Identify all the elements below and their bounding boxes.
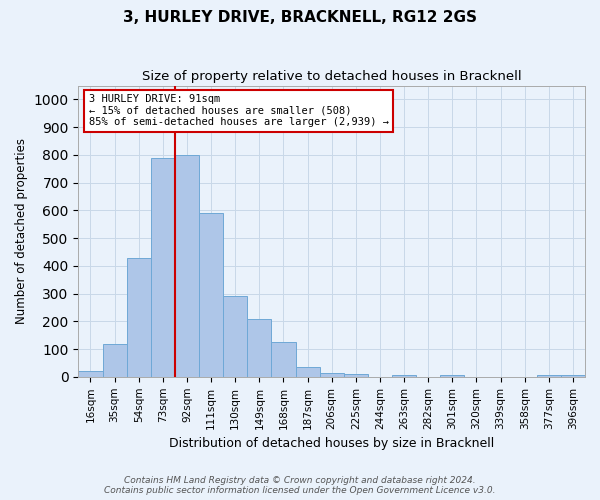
Bar: [103, 344, 127, 377]
Bar: [199, 213, 223, 377]
Bar: [392, 374, 416, 377]
Bar: [79, 372, 103, 377]
Bar: [175, 155, 199, 377]
Bar: [223, 296, 247, 377]
Bar: [537, 374, 561, 377]
Text: Contains HM Land Registry data © Crown copyright and database right 2024.
Contai: Contains HM Land Registry data © Crown c…: [104, 476, 496, 495]
Title: Size of property relative to detached houses in Bracknell: Size of property relative to detached ho…: [142, 70, 521, 83]
Bar: [271, 342, 296, 377]
Bar: [127, 258, 151, 377]
Bar: [151, 158, 175, 377]
Text: 3, HURLEY DRIVE, BRACKNELL, RG12 2GS: 3, HURLEY DRIVE, BRACKNELL, RG12 2GS: [123, 10, 477, 25]
Bar: [561, 374, 585, 377]
Bar: [344, 374, 368, 377]
Bar: [247, 318, 271, 377]
Text: 3 HURLEY DRIVE: 91sqm
← 15% of detached houses are smaller (508)
85% of semi-det: 3 HURLEY DRIVE: 91sqm ← 15% of detached …: [89, 94, 389, 128]
Y-axis label: Number of detached properties: Number of detached properties: [15, 138, 28, 324]
Bar: [320, 373, 344, 377]
Bar: [296, 366, 320, 377]
X-axis label: Distribution of detached houses by size in Bracknell: Distribution of detached houses by size …: [169, 437, 494, 450]
Bar: [440, 374, 464, 377]
